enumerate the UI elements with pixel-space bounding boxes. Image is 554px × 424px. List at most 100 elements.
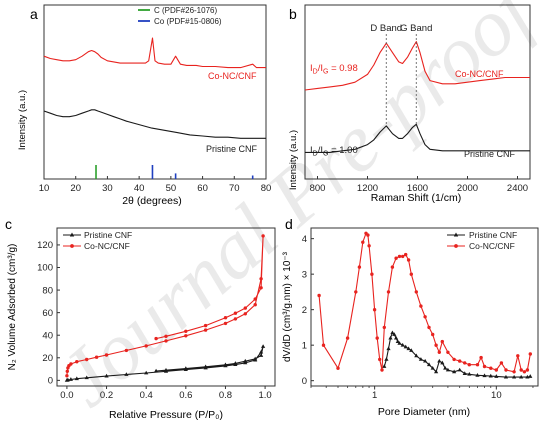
panel-c-xtick-label: 1.0 — [258, 390, 271, 401]
panel-d-pristine-cnf-point — [382, 364, 387, 368]
panel-d-pristine-cnf-point — [384, 357, 389, 361]
panel-d-pristine-cnf-point — [397, 341, 402, 345]
panel-d-co-nc-cnf-point — [467, 363, 471, 367]
panel-d-co-nc-cnf-point — [370, 272, 374, 276]
panel-d-co-nc-cnf-point — [440, 339, 444, 344]
panel-d-ytick-label: 1 — [302, 340, 307, 351]
panel-d-co-nc-cnf-point — [489, 366, 493, 370]
panel-b-xtick-label: 800 — [310, 183, 326, 194]
panel-d-pristine-cnf-point — [445, 367, 451, 372]
panel-c-co-nc-cnf-point — [69, 362, 73, 366]
panel-c-pristine-cnf-point — [84, 375, 89, 380]
panel-c-xlabel: Relative Pressure (P/P₀) — [109, 409, 223, 421]
panel-a-legend-label: C (PDF#26-1076) — [154, 6, 217, 15]
panel-c-ylabel: N₂ Volume Adsorbed (cm³/g) — [7, 244, 18, 371]
panel-c-xtick-label: 0.4 — [140, 390, 153, 401]
panel-c-co-nc-cnf-point — [203, 323, 208, 328]
panel-b-band-label: G Band — [400, 23, 432, 34]
panel-d-co-nc-cnf-point — [458, 359, 462, 363]
panel-c-pristine-cnf-point — [65, 377, 70, 382]
panel-a-plot-frame — [43, 4, 267, 180]
panel-d-co-nc-cnf-point — [317, 293, 321, 298]
panel-c-pristine-cnf-point — [253, 356, 258, 361]
panel-c-pristine-cnf-point — [261, 344, 266, 348]
panel-c-co-nc-cnf-point — [223, 316, 228, 320]
panel-d-pristine-cnf-point — [386, 346, 391, 351]
panel-c-pristine-cnf-point — [144, 370, 149, 375]
panel-b-xlabel: Raman Shift (1/cm) — [371, 192, 461, 204]
panel-a-xlabel: 2θ (degrees) — [122, 195, 182, 207]
panel-d-co-nc-cnf-point — [390, 265, 395, 269]
panel-d-pristine-cnf-point — [440, 360, 445, 365]
panel-a-content: 10 20 30 40 50 60 70 80 C (PDF#26-1076) Co (PDF#1… — [39, 6, 272, 194]
panel-d-co-nc-cnf-point — [394, 256, 398, 260]
panel-c-pristine-cnf-point — [223, 362, 228, 367]
panel-d-legend-label: Co-NC/CNF — [469, 241, 515, 251]
panel-c-xtick-label: 0.2 — [100, 390, 113, 401]
panel-d-pristine-cnf-point — [426, 362, 432, 367]
panel-c-co-nc-cnf-point — [154, 336, 158, 341]
panel-d-pristine-cnf-point — [528, 374, 533, 378]
panel-d-co-nc-cnf-point — [427, 325, 431, 330]
panel-d-pristine-cnf-point — [393, 335, 399, 340]
panel-d-co-nc-cnf-point — [431, 332, 435, 337]
panel-c-pristine-cnf-point — [203, 364, 208, 369]
panel-d-pristine-cnf-point — [488, 373, 493, 378]
panel-a-xtick-label: 10 — [39, 183, 50, 194]
panel-c-pristine-cnf-line — [66, 345, 264, 381]
panel-d-co-nc-cnf-point — [475, 363, 480, 367]
panel-b-series-label: Co-NC/CNF — [455, 69, 504, 79]
panel-c-pristine-cnf-point — [68, 377, 73, 381]
panel-d-pristine-cnf-point — [418, 357, 424, 361]
panel-c-legend-marker — [69, 232, 75, 237]
panel-d-co-nc-cnf-point — [479, 355, 483, 360]
panel-d-ylabel: dV/dD (cm³/g.nm) × 10⁻³ — [282, 251, 293, 362]
panel-c-legend-label: Co-NC/CNF — [84, 241, 130, 251]
panel-c-xtick-label: 0.0 — [60, 390, 73, 401]
panel-c-pristine-cnf-point — [259, 349, 264, 354]
panel-c-co-nc-cnf-point — [144, 344, 148, 348]
panel-b-xtick-label: 2400 — [507, 183, 528, 194]
panel-d-ytick-label: 3 — [302, 269, 307, 280]
panel-b-ylabel: Intensity (a.u.) — [288, 130, 299, 190]
panel-b-ratio-label: ID/IG = 0.98 — [310, 63, 358, 76]
panel-d-legend-marker — [453, 232, 459, 237]
panel-b-xtick-label: 1600 — [407, 183, 428, 194]
panel-c-ytick-label: 40 — [42, 330, 53, 341]
panel-c-xtick-label: 0.8 — [219, 390, 232, 401]
panel-c-co-nc-cnf-point — [164, 334, 168, 338]
panel-d-pristine-cnf-point — [409, 348, 414, 352]
panel-a-ylabel: Intensity (a.u.) — [17, 90, 28, 150]
panel-d-legend-label: Pristine CNF — [469, 230, 517, 240]
panel-d-co-nc-cnf-point — [357, 265, 362, 269]
panel-b-co-nc-cnf-line — [304, 41, 530, 91]
panel-d-pristine-cnf-point — [494, 374, 499, 378]
panel-d-co-nc-cnf-point — [482, 364, 487, 369]
panel-d-xtick-label: 1 — [372, 390, 377, 401]
panel-c-co-nc-cnf-point — [253, 297, 257, 301]
panel-d-xtick-label: 10 — [491, 390, 502, 401]
panel-d-co-nc-cnf-point — [354, 290, 358, 294]
panel-d-pristine-cnf-point — [457, 367, 462, 372]
panel-c-co-nc-cnf-point — [65, 369, 70, 373]
panel-c-co-nc-cnf-point — [164, 339, 168, 343]
panel-c-co-nc-cnf-point — [243, 312, 247, 316]
watermark-layer: Journal Pre-proof — [42, 0, 554, 424]
panel-c-co-nc-cnf-point — [233, 311, 238, 315]
panel-d-co-nc-cnf-point — [378, 357, 382, 362]
panel-d-pristine-cnf-point — [390, 330, 395, 335]
panel-d-ytick-label: 2 — [302, 305, 307, 316]
panel-d-pristine-cnf-point — [462, 371, 467, 375]
panel-d-co-nc-cnf-point — [414, 290, 418, 294]
panel-d-co-nc-cnf-point — [423, 315, 427, 319]
panel-b-xtick-label: 1200 — [357, 183, 378, 194]
panel-c-co-nc-cnf-point — [259, 286, 263, 290]
panel-d-co-nc-cnf-point — [336, 366, 340, 370]
panel-c-pristine-cnf-point — [104, 373, 109, 378]
panel-d-co-nc-cnf-point — [499, 361, 504, 365]
panel-d-co-nc-cnf-point — [528, 352, 532, 356]
panel-d-co-nc-cnf-point — [375, 336, 379, 340]
panel-a-series-label: Pristine CNF — [206, 144, 258, 154]
panel-d-xlabel: Pore Diameter (nm) — [378, 406, 470, 418]
